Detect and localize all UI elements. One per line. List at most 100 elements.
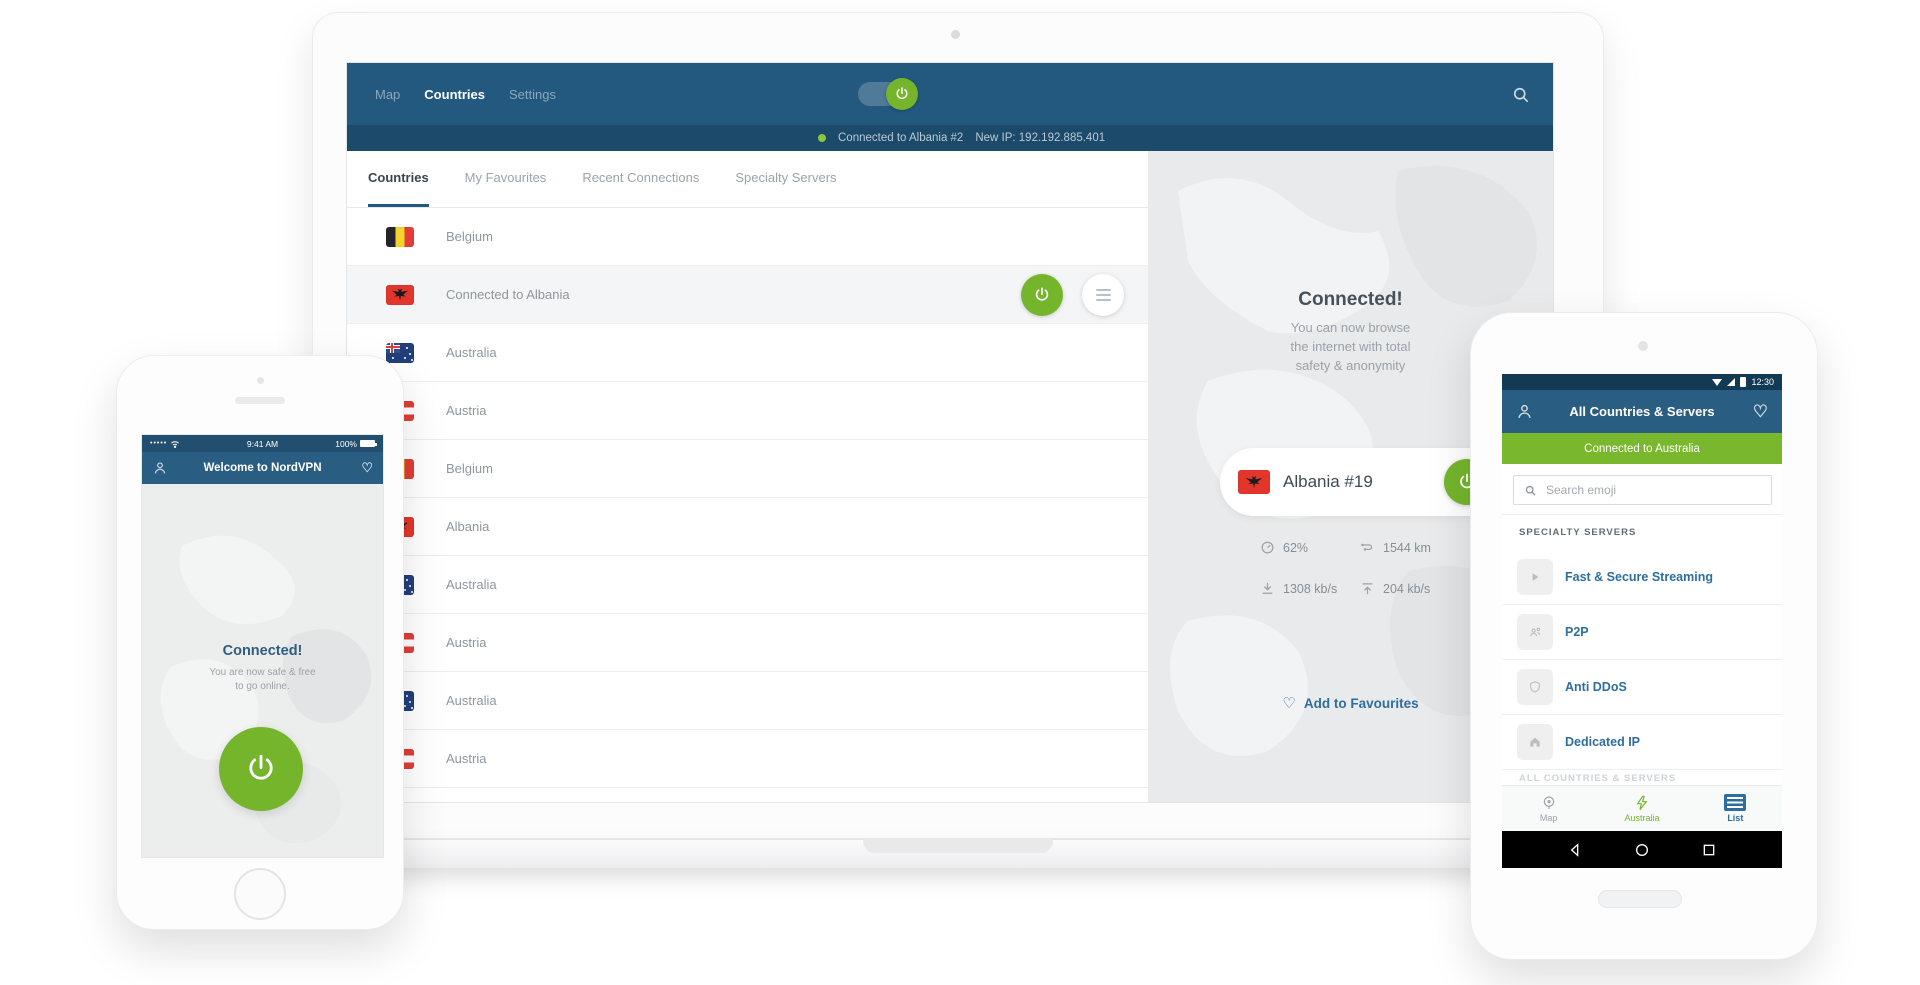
android-nav-bar (1502, 831, 1782, 868)
add-to-favourites-button[interactable]: ♡ Add to Favourites (1282, 695, 1419, 712)
nav-australia-connection[interactable]: Australia (1595, 786, 1688, 831)
connection-status-bar: Connected to Albania #2 New IP: 192.192.… (347, 125, 1553, 151)
server-row[interactable]: Australia (347, 324, 1148, 382)
item-p2p[interactable]: P2P (1502, 605, 1782, 660)
phone-camera-dot (257, 377, 264, 384)
battery-icon (360, 440, 377, 447)
clock-time: 9:41 AM (246, 438, 279, 449)
heart-icon[interactable]: ♡ (361, 460, 373, 475)
server-row[interactable]: Austria (347, 614, 1148, 672)
albania-flag-icon (1238, 470, 1270, 494)
belgium-flag-icon (386, 226, 414, 247)
android-back-button[interactable] (1567, 842, 1583, 858)
connected-subtitle: You are now safe & free to go online. (209, 667, 316, 692)
server-load-icon (1261, 541, 1274, 554)
phone-home-button[interactable] (234, 868, 286, 920)
server-row[interactable]: Australia (347, 556, 1148, 614)
left-phone-screen: ••••• 9:41 AM 100% Welcome to NordVPN ♡ … (141, 434, 384, 858)
disconnect-power-button[interactable] (219, 727, 303, 811)
map-graphic (160, 535, 372, 844)
server-options-button[interactable] (1082, 274, 1124, 316)
phone-camera-dot (1638, 341, 1648, 351)
tab-my-favourites[interactable]: My Favourites (464, 170, 547, 185)
power-toggle-knob[interactable] (886, 78, 918, 110)
status-connection-text: Connected to Albania #2 (838, 132, 964, 144)
albania-flag-icon (386, 284, 414, 305)
laptop-top-nav: Map Countries Settings (347, 63, 1553, 125)
specialty-server-list: Fast & Secure Streaming P2P Anti DDoS De… (1502, 550, 1782, 770)
item-label: P2P (1565, 625, 1589, 639)
power-icon (1035, 287, 1049, 301)
tab-countries[interactable]: Countries (368, 151, 429, 207)
android-home-button[interactable] (1634, 842, 1650, 858)
connected-dot-icon (818, 134, 826, 142)
item-anti-ddos[interactable]: Anti DDoS (1502, 660, 1782, 715)
laptop-camera-dot (951, 30, 960, 39)
item-label: Anti DDoS (1565, 680, 1627, 694)
server-row[interactable]: Albania (347, 498, 1148, 556)
distance-icon (1361, 543, 1373, 551)
nav-item-countries[interactable]: Countries (424, 86, 485, 102)
download-icon (1262, 582, 1273, 594)
server-row[interactable]: Belgium (347, 208, 1148, 266)
stat-server-load: 62% (1260, 540, 1308, 555)
current-server-label: Albania #19 (1283, 472, 1373, 491)
map-pin-icon (1543, 795, 1554, 809)
server-row-label: Australia (446, 577, 497, 592)
laptop-screen: Map Countries Settings Connected to Alba… (346, 62, 1554, 803)
nav-item-settings[interactable]: Settings (508, 86, 556, 102)
server-row-label: Connected to Albania (446, 287, 570, 302)
current-server-pill: Albania #19 (1220, 448, 1510, 516)
phone-header-title: All Countries & Servers (1569, 404, 1715, 419)
section-header-specialty: SPECIALTY SERVERS (1519, 527, 1637, 538)
server-row[interactable]: Belgium (347, 440, 1148, 498)
phone-home-pill (1598, 890, 1682, 908)
server-row-label: Australia (446, 345, 497, 360)
wifi-icon (1712, 378, 1723, 386)
lightning-icon (1636, 795, 1648, 810)
phone-status-bar: ••••• 9:41 AM 100% (142, 435, 383, 452)
right-phone-screen: 12:30 All Countries & Servers ♡ Connecte… (1502, 374, 1782, 868)
australia-flag-icon (386, 342, 414, 363)
item-streaming[interactable]: Fast & Secure Streaming (1502, 550, 1782, 605)
carrier-signal-dots: ••••• (150, 440, 168, 447)
search-input[interactable] (1546, 483, 1726, 497)
list-icon (1724, 794, 1747, 811)
map-panel: Connected! You can now browse the intern… (1148, 151, 1553, 802)
nav-map[interactable]: Map (1502, 786, 1595, 831)
search-box[interactable] (1513, 475, 1772, 505)
android-recents-button[interactable] (1701, 842, 1717, 858)
server-row-label: Austria (446, 403, 487, 418)
section-header-all-countries: ALL COUNTRIES & SERVERS (1519, 773, 1677, 784)
status-new-ip: New IP: 192.192.885.401 (975, 132, 1106, 144)
account-icon[interactable] (152, 460, 168, 476)
server-row[interactable]: Australia (347, 672, 1148, 730)
tab-specialty-servers[interactable]: Specialty Servers (735, 170, 837, 185)
battery-percent: 100% (335, 438, 357, 449)
play-icon (1517, 559, 1553, 595)
server-row-connected[interactable]: Connected to Albania (347, 266, 1148, 324)
power-icon (249, 754, 273, 780)
account-icon[interactable] (1515, 402, 1534, 421)
upload-icon (1362, 583, 1373, 595)
nav-item-map[interactable]: Map (375, 86, 401, 102)
stat-distance: 1544 km (1360, 540, 1431, 555)
item-dedicated-ip[interactable]: Dedicated IP (1502, 715, 1782, 770)
server-row[interactable]: Austria (347, 382, 1148, 440)
heart-icon[interactable]: ♡ (1752, 401, 1768, 421)
tab-recent-connections[interactable]: Recent Connections (582, 170, 700, 185)
search-icon[interactable] (1511, 85, 1531, 105)
item-label: Dedicated IP (1565, 735, 1641, 749)
server-row-label: Belgium (446, 461, 493, 476)
connected-title: Connected! (222, 643, 303, 659)
server-row-label: Austria (446, 635, 487, 650)
phone-header: Welcome to NordVPN ♡ (142, 452, 383, 484)
server-row[interactable]: Austria (347, 730, 1148, 788)
laptop-trackpad-notch (863, 839, 1053, 853)
disconnect-power-button[interactable] (1021, 274, 1063, 316)
phone-map-area: Connected! You are now safe & free to go… (142, 516, 383, 857)
server-row-label: Australia (446, 693, 497, 708)
nav-list[interactable]: List (1689, 786, 1782, 831)
p2p-users-icon (1517, 614, 1553, 650)
power-icon (896, 87, 908, 100)
